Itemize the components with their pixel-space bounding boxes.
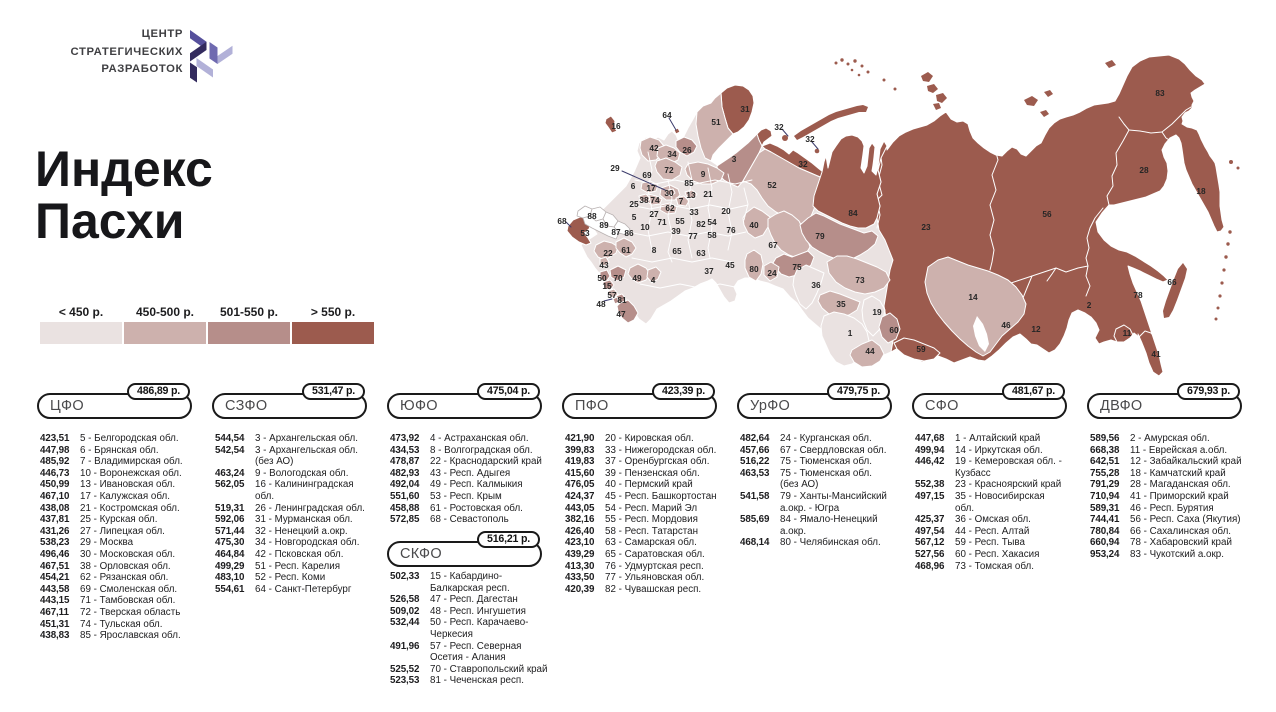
- svg-text:75: 75: [792, 262, 802, 272]
- svg-text:32: 32: [805, 134, 815, 144]
- svg-text:8: 8: [652, 245, 657, 255]
- svg-text:38: 38: [639, 195, 649, 205]
- svg-text:31: 31: [740, 104, 750, 114]
- svg-text:16: 16: [611, 121, 621, 131]
- svg-text:26: 26: [682, 145, 692, 155]
- svg-text:58: 58: [707, 230, 717, 240]
- svg-text:6: 6: [631, 181, 636, 191]
- svg-text:83: 83: [1155, 88, 1165, 98]
- svg-text:27: 27: [649, 209, 659, 219]
- svg-text:37: 37: [704, 266, 714, 276]
- svg-text:15: 15: [602, 281, 612, 291]
- svg-text:77: 77: [688, 231, 698, 241]
- svg-text:19: 19: [872, 307, 882, 317]
- svg-text:32: 32: [774, 122, 784, 132]
- svg-text:45: 45: [725, 260, 735, 270]
- svg-text:2: 2: [1087, 300, 1092, 310]
- svg-text:49: 49: [632, 273, 642, 283]
- svg-text:30: 30: [664, 188, 674, 198]
- svg-text:42: 42: [649, 143, 659, 153]
- svg-text:28: 28: [1139, 165, 1149, 175]
- svg-text:12: 12: [1031, 324, 1041, 334]
- svg-text:71: 71: [657, 217, 667, 227]
- svg-text:51: 51: [711, 117, 721, 127]
- svg-text:24: 24: [767, 268, 777, 278]
- svg-text:89: 89: [599, 220, 609, 230]
- svg-text:21: 21: [703, 189, 713, 199]
- svg-text:53: 53: [580, 228, 590, 238]
- svg-text:23: 23: [921, 222, 931, 232]
- svg-text:78: 78: [1133, 290, 1143, 300]
- svg-text:7: 7: [679, 196, 684, 206]
- svg-text:72: 72: [664, 165, 674, 175]
- svg-text:44: 44: [865, 346, 875, 356]
- svg-text:82: 82: [696, 219, 706, 229]
- svg-text:81: 81: [617, 295, 627, 305]
- svg-text:55: 55: [675, 216, 685, 226]
- svg-text:39: 39: [671, 226, 681, 236]
- svg-text:62: 62: [665, 203, 675, 213]
- svg-text:14: 14: [968, 292, 978, 302]
- svg-text:34: 34: [667, 149, 677, 159]
- svg-text:52: 52: [767, 180, 777, 190]
- svg-text:9: 9: [701, 169, 706, 179]
- svg-text:40: 40: [749, 220, 759, 230]
- svg-text:46: 46: [1001, 320, 1011, 330]
- svg-text:76: 76: [726, 225, 736, 235]
- svg-text:57: 57: [607, 290, 617, 300]
- svg-text:59: 59: [916, 344, 926, 354]
- svg-text:66: 66: [1167, 277, 1177, 287]
- svg-text:87: 87: [611, 227, 621, 237]
- svg-text:86: 86: [624, 228, 634, 238]
- svg-text:13: 13: [686, 190, 696, 200]
- svg-text:3: 3: [732, 154, 737, 164]
- svg-text:50: 50: [597, 273, 607, 283]
- svg-text:20: 20: [721, 206, 731, 216]
- svg-text:74: 74: [650, 195, 660, 205]
- svg-text:63: 63: [696, 248, 706, 258]
- svg-text:68: 68: [557, 216, 567, 226]
- svg-text:48: 48: [596, 299, 606, 309]
- svg-text:47: 47: [616, 309, 626, 319]
- svg-text:65: 65: [672, 246, 682, 256]
- svg-text:35: 35: [836, 299, 846, 309]
- svg-text:88: 88: [587, 211, 597, 221]
- svg-text:25: 25: [629, 199, 639, 209]
- svg-text:4: 4: [651, 275, 656, 285]
- svg-text:41: 41: [1151, 349, 1161, 359]
- svg-text:85: 85: [684, 178, 694, 188]
- svg-text:18: 18: [1196, 186, 1206, 196]
- svg-text:54: 54: [707, 217, 717, 227]
- svg-text:5: 5: [632, 212, 637, 222]
- svg-text:1: 1: [848, 328, 853, 338]
- svg-text:67: 67: [768, 240, 778, 250]
- svg-text:22: 22: [603, 248, 613, 258]
- svg-text:69: 69: [642, 170, 652, 180]
- svg-text:61: 61: [621, 245, 631, 255]
- svg-text:11: 11: [1123, 328, 1132, 338]
- svg-text:60: 60: [889, 325, 899, 335]
- svg-text:33: 33: [689, 207, 699, 217]
- svg-text:84: 84: [848, 208, 858, 218]
- svg-text:80: 80: [749, 264, 759, 274]
- svg-text:70: 70: [613, 273, 623, 283]
- svg-text:36: 36: [811, 280, 821, 290]
- svg-text:10: 10: [640, 222, 650, 232]
- svg-text:43: 43: [599, 260, 609, 270]
- svg-text:73: 73: [855, 275, 865, 285]
- svg-text:17: 17: [646, 183, 656, 193]
- svg-text:64: 64: [662, 110, 672, 120]
- svg-text:29: 29: [610, 163, 620, 173]
- svg-text:32: 32: [798, 159, 808, 169]
- svg-text:79: 79: [815, 231, 825, 241]
- svg-text:56: 56: [1042, 209, 1052, 219]
